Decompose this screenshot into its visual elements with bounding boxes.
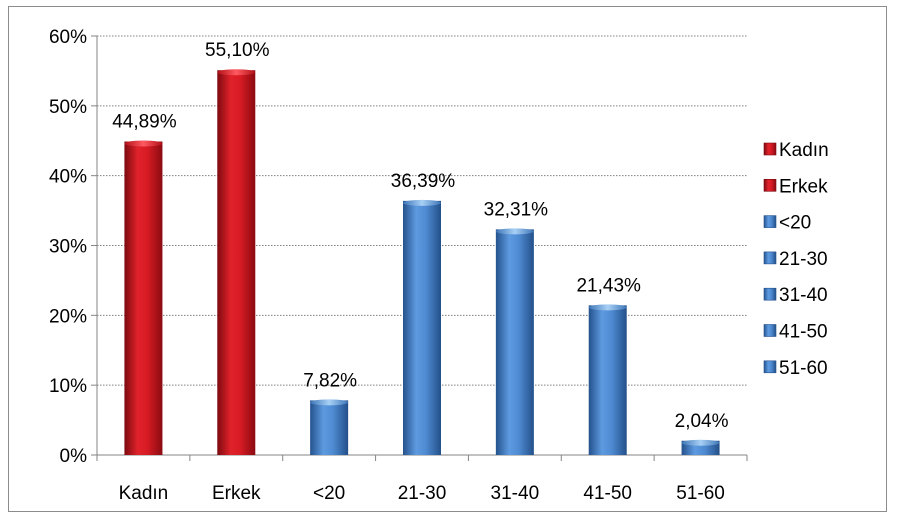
y-tick-label: 50% — [49, 97, 87, 118]
data-label: 36,39% — [391, 171, 456, 192]
legend-label: Kadın — [779, 140, 829, 161]
y-tick-label: 10% — [49, 376, 87, 397]
data-label: 2,04% — [675, 411, 729, 432]
x-tick-label: 51-60 — [676, 483, 725, 504]
bar-2 — [310, 400, 349, 455]
bar-cap-3 — [403, 199, 441, 206]
legend-swatch — [763, 360, 777, 374]
x-tick-label: 31-40 — [491, 483, 540, 504]
legend-label: 31-40 — [779, 285, 828, 306]
bar-cap-5 — [588, 304, 627, 311]
bar-4 — [495, 229, 534, 455]
y-tick-label: 20% — [49, 306, 87, 327]
y-tick-label: 40% — [49, 167, 87, 188]
axes: 0% 10% 20% 30% 40% 50% 60% Kadın Erkek <20 21-30 31… — [49, 27, 748, 504]
legend-swatch — [763, 251, 777, 265]
legend-swatch — [763, 287, 777, 301]
bar-cap-4 — [495, 228, 534, 235]
legend-label: <20 — [779, 213, 811, 234]
legend-label: 51-60 — [779, 358, 828, 379]
bar-1 — [217, 70, 256, 456]
data-label: 32,31% — [484, 199, 549, 220]
y-tick-label: 30% — [49, 237, 87, 258]
legend-label: 41-50 — [779, 322, 828, 343]
bar-cap-6 — [681, 439, 720, 446]
bar-cap-1 — [217, 69, 256, 76]
x-tick-label: Kadın — [119, 483, 169, 504]
data-labels: 44,89% 55,10% 7,82% 36,39% 32,31% 21,43% 2,04% — [112, 40, 728, 432]
bar-0 — [124, 141, 163, 455]
data-label: 55,10% — [205, 40, 270, 61]
legend: Kadın Erkek <20 21-30 31-40 41-50 51-60 — [763, 140, 829, 379]
legend-swatch — [763, 324, 777, 337]
y-tick-label: 0% — [60, 446, 88, 467]
legend-swatch — [763, 179, 777, 192]
data-label: 21,43% — [576, 275, 641, 296]
bar-cap-2 — [310, 399, 349, 406]
x-tick-label: Erkek — [212, 483, 261, 504]
data-label: 7,82% — [303, 370, 357, 391]
legend-label: 21-30 — [779, 249, 828, 270]
bars — [124, 69, 720, 456]
bar-cap-0 — [124, 140, 163, 147]
x-tick-label: 41-50 — [583, 483, 632, 504]
legend-swatch — [763, 215, 777, 228]
legend-label: Erkek — [779, 176, 828, 197]
x-tick-label: 21-30 — [398, 483, 447, 504]
data-label: 44,89% — [112, 112, 177, 133]
bar-5 — [588, 305, 627, 455]
x-tick-label: <20 — [313, 483, 345, 504]
legend-swatch — [763, 142, 777, 156]
bar-3 — [403, 200, 441, 455]
y-tick-label: 60% — [49, 27, 87, 48]
